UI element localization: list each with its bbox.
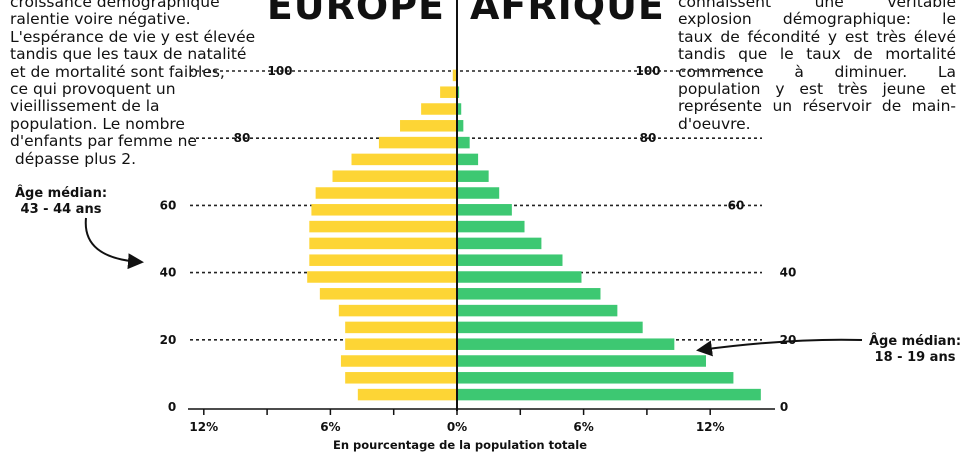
y-tick-label-right: 0 xyxy=(780,400,788,414)
bar-europe-95-99 xyxy=(452,69,457,82)
europe-title: EUROPE xyxy=(266,0,445,28)
bar-afrique-5-9 xyxy=(457,372,734,384)
y-tick-label-left: 20 xyxy=(160,333,177,347)
x-tick-label: 6% xyxy=(320,420,340,434)
y-tick-label-right: 100 xyxy=(635,64,660,78)
y-tick-label-right: 20 xyxy=(780,333,797,347)
bar-europe-45-49 xyxy=(309,237,457,250)
afrique-description-line: explosion démographique: le xyxy=(678,10,956,29)
bar-afrique-55-59 xyxy=(457,204,512,216)
afrique-median-arrow xyxy=(696,338,863,357)
y-tick-label-left: 40 xyxy=(160,266,177,280)
afrique-description-line: connaissent une véritable xyxy=(678,0,956,11)
y-tick-label-left: 0 xyxy=(168,400,176,414)
europe-description-line: tandis que les taux de natalité xyxy=(10,45,247,64)
europe-median-annotation: Âge médian: 43 - 44 ans xyxy=(6,186,116,218)
x-tick-label: 12% xyxy=(189,420,218,434)
bar-europe-15-19 xyxy=(345,338,457,350)
afrique-median-value: 18 - 19 ans xyxy=(874,350,956,365)
bar-europe-80-84 xyxy=(400,120,457,132)
bar-europe-75-79 xyxy=(378,136,457,149)
europe-median-title: Âge médian: xyxy=(14,186,108,201)
europe-description-line: croissance démographique xyxy=(10,0,220,11)
bar-afrique-60-64 xyxy=(457,187,500,199)
x-axis-label: En pourcentage de la population totale xyxy=(332,438,588,452)
bar-europe-5-9 xyxy=(345,372,457,384)
afrique-title: AFRIQUE xyxy=(470,0,665,28)
bar-afrique-90-94 xyxy=(457,86,460,98)
bar-europe-20-24 xyxy=(345,321,457,334)
afrique-median-annotation: Âge médian: 18 - 19 ans xyxy=(860,334,970,366)
bar-afrique-30-34 xyxy=(457,288,601,300)
bar-afrique-75-79 xyxy=(457,136,470,149)
europe-median-value: 43 - 44 ans xyxy=(20,202,102,217)
bar-europe-35-39 xyxy=(307,271,457,283)
afrique-description-line: d'oeuvre. xyxy=(678,114,751,133)
bar-europe-60-64 xyxy=(315,187,457,199)
europe-description-line: ce qui provoquent un xyxy=(10,80,176,99)
bar-europe-10-14 xyxy=(340,355,457,367)
y-tick-label-left: 100 xyxy=(267,64,292,78)
y-tick-label-right: 60 xyxy=(728,198,745,212)
europe-description-line: ralentie voire négative. xyxy=(10,10,191,29)
bar-europe-25-29 xyxy=(338,304,457,317)
y-tick-label-right: 40 xyxy=(780,266,797,280)
bar-afrique-25-29 xyxy=(457,304,618,317)
bar-europe-40-44 xyxy=(309,254,457,266)
bar-afrique-45-49 xyxy=(457,237,542,250)
y-tick-label-right: 80 xyxy=(640,131,657,145)
y-tick-label-left: 80 xyxy=(234,131,251,145)
bar-europe-30-34 xyxy=(319,288,457,300)
bar-europe-90-94 xyxy=(440,86,457,98)
bar-europe-65-69 xyxy=(332,170,457,182)
europe-median-arrow xyxy=(84,217,144,270)
bar-europe-55-59 xyxy=(311,204,457,216)
afrique-description: connaissent une véritable explosion démo… xyxy=(678,0,956,133)
bar-afrique-70-74 xyxy=(457,153,479,166)
bar-europe-85-89 xyxy=(421,103,457,115)
x-tick-label: 0% xyxy=(447,420,467,434)
afrique-description-line: taux de fécondité y est très élevé xyxy=(678,27,956,46)
europe-description-line: d'enfants par femme ne xyxy=(10,132,197,151)
bar-afrique-65-69 xyxy=(457,170,489,182)
bar-europe-0-4 xyxy=(357,388,457,401)
europe-description-line: population. Le nombre xyxy=(10,114,185,133)
bar-afrique-10-14 xyxy=(457,355,706,367)
europe-description-line: et de mortalité sont faibles, xyxy=(10,62,225,81)
x-tick-label: 12% xyxy=(696,420,725,434)
y-tick-label-left: 60 xyxy=(160,198,177,212)
europe-description-line: dépasse plus 2. xyxy=(10,149,137,168)
afrique-median-title: Âge médian: xyxy=(868,334,962,349)
europe-description-line: vieillissement de la xyxy=(10,97,160,116)
bar-afrique-80-84 xyxy=(457,120,464,132)
bar-afrique-35-39 xyxy=(457,271,582,283)
bar-afrique-85-89 xyxy=(457,103,462,115)
bar-afrique-40-44 xyxy=(457,254,563,266)
afrique-description-line: population y est très jeune et xyxy=(678,80,956,99)
bar-afrique-20-24 xyxy=(457,321,643,334)
bar-europe-50-54 xyxy=(309,220,457,233)
bar-afrique-50-54 xyxy=(457,220,525,233)
europe-description-line: L'espérance de vie y est élevée xyxy=(10,27,256,46)
europe-description: croissance démographique ralentie voire … xyxy=(10,0,260,168)
afrique-description-line: représente un réservoir de main- xyxy=(678,97,956,116)
bar-afrique-15-19 xyxy=(457,338,675,350)
bar-europe-70-74 xyxy=(351,153,457,166)
x-tick-label: 6% xyxy=(573,420,593,434)
afrique-description-line: commence à diminuer. La xyxy=(678,62,956,81)
afrique-description-line: tandis que le taux de mortalité xyxy=(678,45,956,64)
bar-afrique-0-4 xyxy=(457,388,761,401)
